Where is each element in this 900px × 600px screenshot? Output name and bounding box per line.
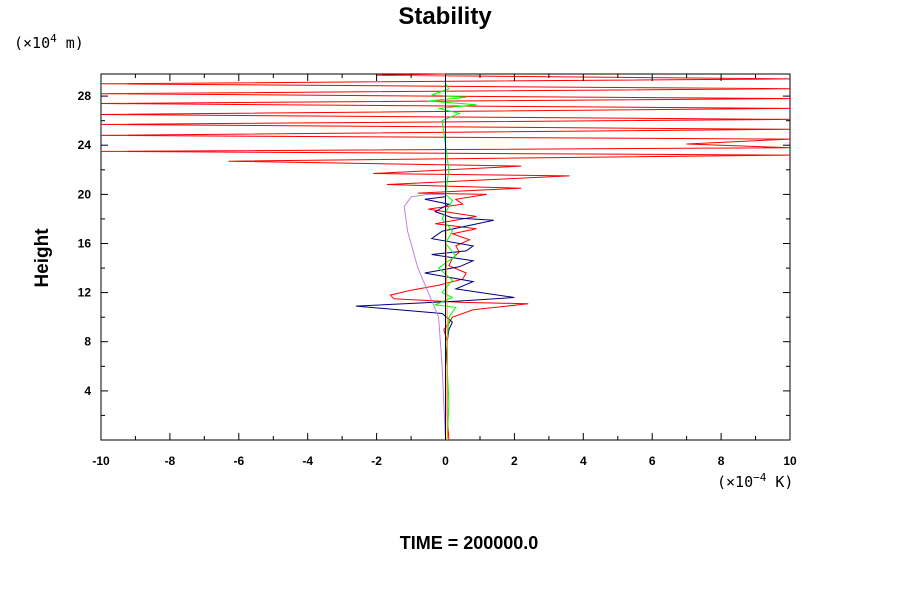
series-line-2 bbox=[355, 196, 515, 440]
x-tick-label: 2 bbox=[511, 454, 518, 468]
series-line-1 bbox=[100, 73, 791, 441]
y-axis-unit-exponent: 4 bbox=[50, 32, 57, 45]
y-tick-label: 4 bbox=[84, 384, 91, 398]
time-label: TIME = 200000.0 bbox=[400, 533, 539, 553]
x-axis-unit-exponent: −4 bbox=[753, 471, 767, 484]
y-tick-label: 8 bbox=[84, 335, 91, 349]
x-axis-unit-suffix: K) bbox=[766, 473, 793, 491]
x-axis-unit-label: (×10−4 K) bbox=[717, 471, 793, 491]
y-tick-label: 12 bbox=[78, 286, 92, 300]
x-tick-label: 8 bbox=[718, 454, 725, 468]
y-axis-unit-label: (×104 m) bbox=[14, 32, 84, 52]
x-tick-label: -6 bbox=[233, 454, 244, 468]
x-tick-label: 10 bbox=[783, 454, 797, 468]
x-tick-label: 6 bbox=[649, 454, 656, 468]
x-tick-label: -8 bbox=[165, 454, 176, 468]
y-tick-label: 24 bbox=[78, 138, 92, 152]
series-line-4 bbox=[403, 193, 446, 441]
series-layer bbox=[100, 73, 791, 441]
x-tick-label: 4 bbox=[580, 454, 587, 468]
series-line-3 bbox=[428, 83, 477, 441]
x-tick-label: -4 bbox=[302, 454, 313, 468]
y-axis-unit-prefix: (×10 bbox=[14, 34, 50, 52]
y-tick-label: 20 bbox=[78, 187, 92, 201]
x-tick-label: 0 bbox=[442, 454, 449, 468]
y-axis-unit-suffix: m) bbox=[57, 34, 84, 52]
x-tick-label: -2 bbox=[371, 454, 382, 468]
y-axis-label: Height bbox=[32, 228, 53, 288]
y-tick-label: 16 bbox=[78, 237, 92, 251]
x-tick-label: -10 bbox=[92, 454, 110, 468]
chart-title: Stability bbox=[398, 3, 492, 30]
y-tick-label: 28 bbox=[78, 89, 92, 103]
x-axis-unit-prefix: (×10 bbox=[717, 473, 753, 491]
